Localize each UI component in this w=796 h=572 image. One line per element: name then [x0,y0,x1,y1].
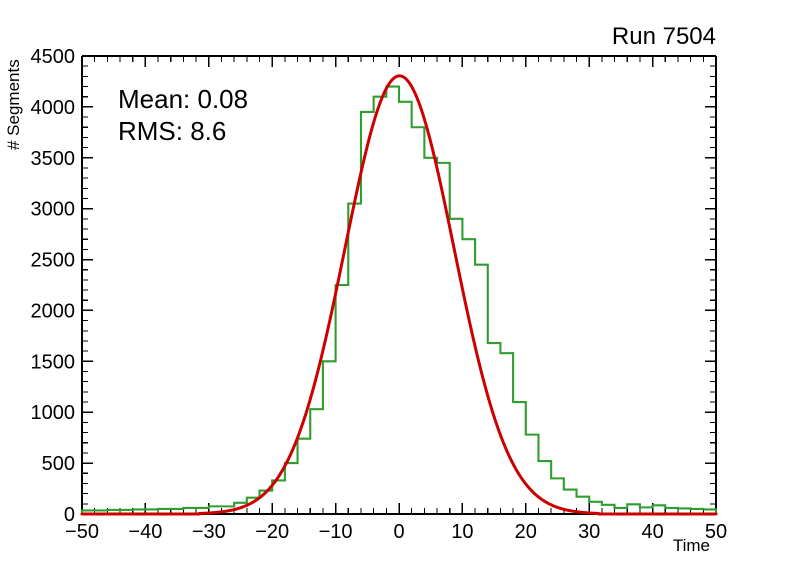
tick-label: −50 [65,521,99,543]
y-axis-title: # Segments [4,59,23,150]
tick-label: 2500 [31,250,76,272]
tick-label: −20 [255,521,289,543]
tick-label: 50 [705,521,727,543]
tick-label: 2000 [31,300,76,322]
tick-label: 0 [393,521,404,543]
tick-label: 1500 [31,351,76,373]
tick-label: 1000 [31,402,76,424]
tick-label: −10 [319,521,353,543]
tick-label: 3000 [31,199,76,221]
tick-label: 40 [641,521,663,543]
tick-label: 30 [578,521,600,543]
tick-label: 10 [451,521,473,543]
tick-label: 20 [515,521,537,543]
gaussian-fit-curve [80,74,718,516]
tick-label: 4500 [31,46,76,68]
axis-tick-labels: −50 −40 −30 −20 −10 0 10 20 30 40 5005001000150020… [31,46,728,543]
tick-label: −40 [128,521,162,543]
tick-label: 4000 [31,97,76,119]
axis-ticks [81,55,717,515]
rms-annotation: RMS: 8.6 [118,116,226,146]
plot-title: Run 7504 [612,23,716,50]
tick-label: −30 [192,521,226,543]
x-axis-title: Time [673,536,710,555]
histogram-steps [80,85,718,514]
tick-label: 3500 [31,148,76,170]
tick-label: 500 [42,453,75,475]
tick-label: 0 [64,504,75,526]
mean-annotation: Mean: 0.08 [118,84,248,114]
